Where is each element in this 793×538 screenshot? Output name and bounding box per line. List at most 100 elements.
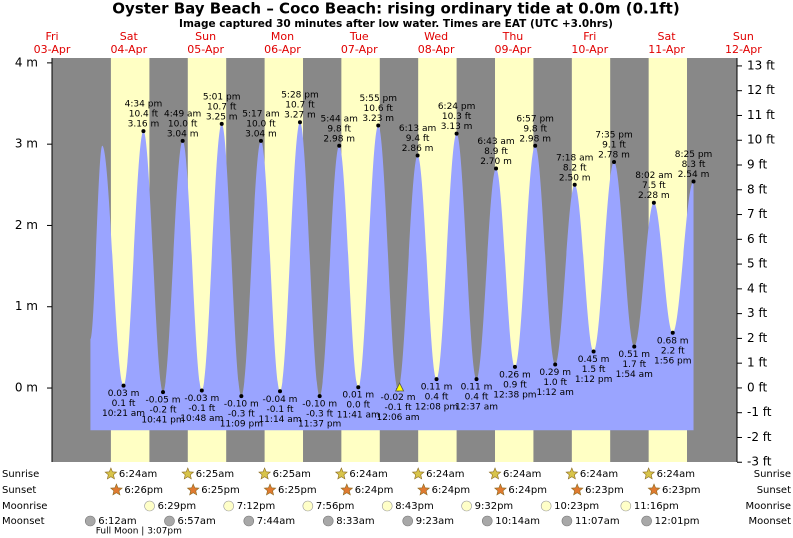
tide-label: 1.7 ft [622,360,646,370]
sunset-icon [186,483,200,496]
event-time: 6:24am [503,469,541,480]
day-date: 03-Apr [34,43,71,56]
event-time: 10:23pm [554,501,599,512]
tide-label: -0.1 ft [385,403,412,413]
event-time: 6:24am [426,469,464,480]
day-name: Sat [658,30,677,43]
sunrise-icon [181,467,195,480]
event-row-label: Moonrise [746,501,791,512]
y2-tick-label: 5 ft [747,257,767,271]
tide-label: 2.50 m [559,173,591,183]
event-time: 6:24pm [508,485,547,496]
tide-label: 0.11 m [421,383,453,393]
tide-point [691,179,696,184]
event-time: 9:32pm [475,501,514,512]
sunset-icon [493,483,507,496]
event-time: 10:14am [495,516,540,527]
tide-label: 3.16 m [128,120,160,130]
tide-point [180,138,185,143]
tide-point [651,200,656,205]
tide-label: 0.29 m [539,368,571,378]
y2-tick-label: 9 ft [747,158,767,172]
tide-label: 8:02 am [635,171,672,181]
tide-label: 10:41 pm [141,416,184,426]
tide-point [376,123,381,128]
sunrise-icon [411,467,425,480]
tide-label: 0.11 m [461,383,493,393]
event-row-label: Sunrise [754,469,791,480]
tide-label: 9.1 ft [602,141,626,151]
tide-label: 6:13 am [399,124,436,134]
tide-label: 2.98 m [323,134,355,144]
tide-label: 3.25 m [206,112,238,122]
tide-label: 3.13 m [441,122,473,132]
moonrise-icon [620,500,632,512]
moonset-icon [84,515,96,527]
tide-label: 6:57 pm [516,114,554,124]
event-row-label: Sunrise [2,469,39,480]
tide-label: 1:56 pm [654,356,692,366]
tide-point [258,138,263,143]
y2-tick-label: -1 ft [747,405,772,419]
tide-label: 4:49 am [164,109,201,119]
event-time: 6:25am [273,469,311,480]
day-name: Sun [195,30,216,43]
tide-label: 4:34 pm [125,100,163,110]
event-time: 6:12am [98,516,136,527]
y-tick-label: 1 m [15,299,38,313]
event-time: 6:29pm [158,501,197,512]
tide-label: 11:14 am [258,415,301,425]
sunset-icon [263,483,277,496]
tide-label: 10:21 am [102,409,145,419]
tide-point [670,330,675,335]
event-time: 6:24pm [355,485,394,496]
y2-tick-label: 13 ft [747,58,775,72]
day-name: Thu [502,30,524,43]
tide-label: 8.3 ft [682,160,706,170]
tide-label: 9.8 ft [523,124,547,134]
moonset-icon [164,515,175,527]
y-tick-label: 0 m [15,381,38,395]
tide-area [90,122,694,431]
event-time: 8:43pm [395,501,434,512]
sunrise-icon [565,467,579,480]
tide-point [415,153,420,158]
tide-label: 3.27 m [284,111,316,121]
y-tick-label: 2 m [15,218,38,232]
tide-label: 0.45 m [578,355,610,365]
y2-tick-label: 4 ft [747,281,767,295]
sunrise-icon [488,467,502,480]
tide-label: -0.03 m [184,394,219,404]
tide-point [239,394,244,399]
sunset-icon [109,483,123,496]
chart-title: Oyster Bay Beach – Coco Beach: rising or… [112,0,679,18]
tide-label: 7.5 ft [642,181,666,191]
moonset-icon [322,515,334,527]
y2-tick-label: 0 ft [747,380,767,394]
moonrise-icon [540,500,552,512]
tide-label: -0.3 ft [228,410,255,420]
day-date: 11-Apr [648,43,685,56]
tide-label: 10.4 ft [129,110,159,120]
sunrise-icon [104,467,118,480]
tide-label: 2.70 m [480,157,512,167]
tide-label: 7:18 am [556,153,593,163]
tide-point [278,389,283,394]
tide-label: 2.86 m [402,144,434,154]
y-tick-label: 4 m [15,55,38,69]
tide-label: 2.2 ft [661,346,685,356]
y2-tick-label: 2 ft [747,331,767,345]
tide-label: 0.03 m [108,389,140,399]
tide-label: -0.3 ft [306,410,333,420]
event-time: 6:25am [196,469,234,480]
tide-label: 0.1 ft [112,399,136,409]
event-time: 6:24am [349,469,387,480]
tide-point [121,383,126,388]
tide-label: -0.1 ft [188,404,215,414]
tide-label: -0.05 m [146,396,181,406]
tide-label: 11:37 pm [298,420,341,430]
day-name: Sat [120,30,139,43]
moonset-icon [561,515,573,527]
tide-point [161,390,166,395]
event-time: 6:24am [580,469,618,480]
